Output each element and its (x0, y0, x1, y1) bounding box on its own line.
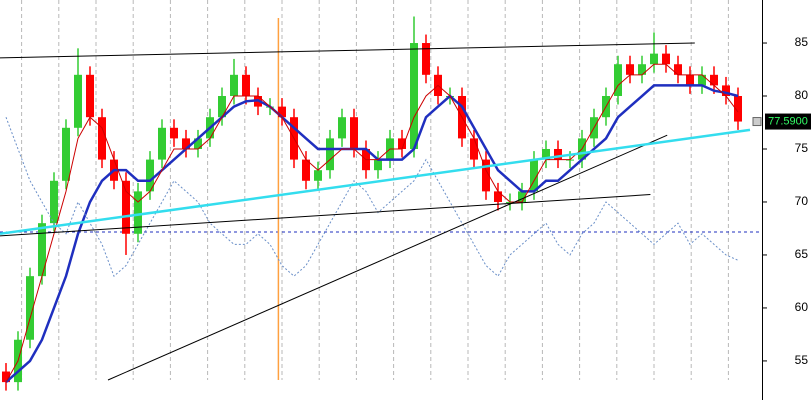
moving-average (5, 117, 739, 278)
candle-body (134, 191, 142, 234)
y-tick-label: 85 (795, 35, 809, 49)
candle-body (626, 64, 634, 75)
candle-body (482, 159, 490, 192)
candle-body (182, 138, 190, 149)
candle-body (2, 371, 10, 383)
candle-body (662, 53, 670, 65)
candle-body (218, 96, 226, 118)
candle-body (398, 138, 406, 149)
candle-body (350, 117, 358, 149)
candle-body (686, 74, 694, 86)
y-tick-label: 75 (795, 141, 809, 155)
candle-body (230, 74, 238, 97)
price-marker (752, 117, 762, 127)
candle-body (314, 170, 322, 181)
candle-body (650, 53, 658, 65)
price-label-box (765, 113, 811, 130)
candle-body (470, 138, 478, 160)
candle-body (278, 106, 286, 118)
candle-body (410, 43, 418, 149)
candle-body (722, 85, 730, 97)
candle-body (170, 127, 178, 139)
candle-body (326, 138, 334, 171)
trendline (107, 134, 668, 381)
candle-body (194, 138, 202, 149)
trendline (0, 42, 695, 59)
candle-body (530, 159, 538, 192)
candle-body (302, 159, 310, 181)
price-label: 77.5900 (768, 115, 808, 127)
candle-body (50, 180, 58, 224)
y-tick-label: 55 (795, 353, 809, 367)
candle-body (86, 74, 94, 118)
candle-body (710, 74, 718, 86)
candle-body (338, 117, 346, 139)
candle-body (422, 43, 430, 75)
candle-body (158, 127, 166, 160)
moving-average (5, 84, 739, 384)
candle-body (734, 96, 742, 122)
candle-body (494, 191, 502, 202)
candle-body (518, 191, 526, 202)
candle-body (374, 159, 382, 171)
candle-body (74, 74, 82, 128)
candle-body (146, 159, 154, 192)
candle-body (242, 74, 250, 97)
candle-body (698, 74, 706, 86)
y-tick-label: 65 (795, 247, 809, 261)
trendline (0, 194, 651, 237)
trendline (0, 128, 751, 236)
candle-body (638, 64, 646, 75)
y-tick-label: 70 (795, 194, 809, 208)
y-tick-label: 80 (795, 88, 809, 102)
candle-body (62, 127, 70, 181)
candle-body (542, 148, 550, 160)
moving-average (5, 63, 739, 383)
candle-body (26, 276, 34, 340)
candle-body (554, 148, 562, 160)
candle-body (38, 223, 46, 277)
y-tick-label: 60 (795, 300, 809, 314)
candle-body (98, 117, 106, 160)
candle-body (122, 180, 130, 234)
candle-body (674, 64, 682, 75)
candle-body (614, 64, 622, 97)
